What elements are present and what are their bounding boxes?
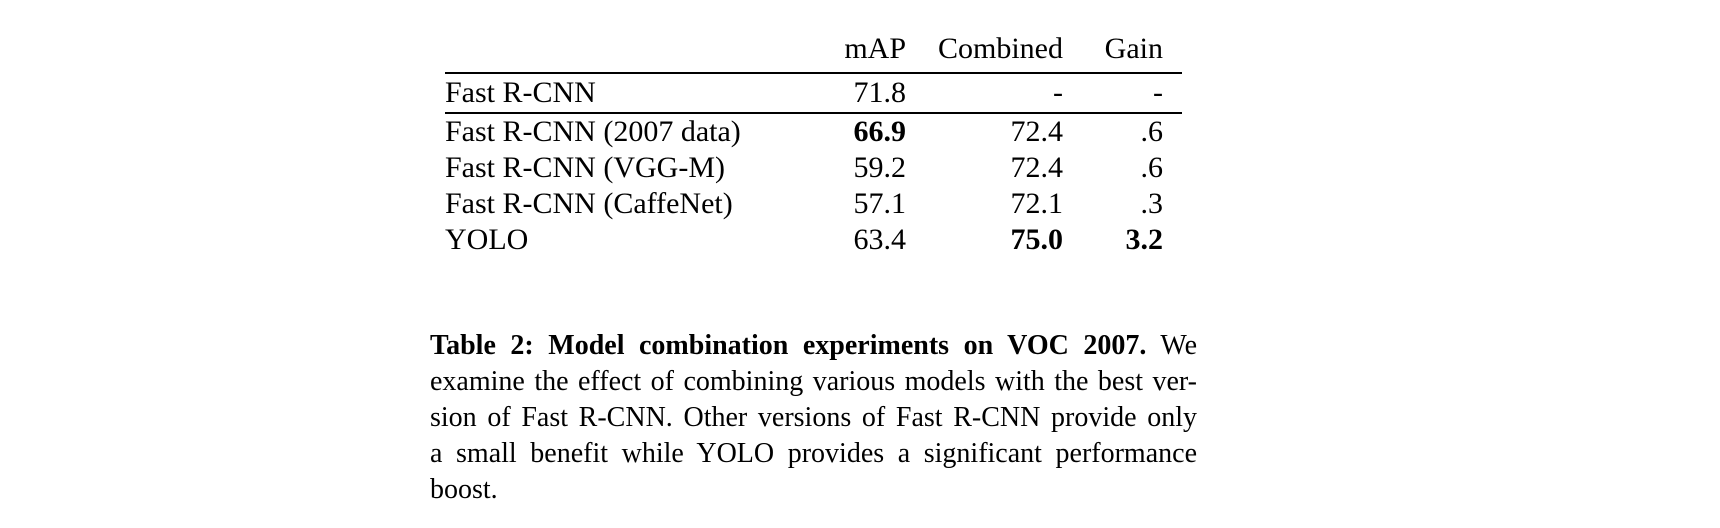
gain-value-cell: 3.2 (1125, 223, 1164, 256)
table-row-fast-rcnn-vgg-m: Fast R-CNN (VGG-M) 59.2 72.4 .6 (445, 150, 1182, 186)
map-value-cell: 63.4 (853, 223, 907, 256)
gain-value-cell: .6 (1140, 115, 1164, 148)
caption-line-5: boost. (430, 474, 498, 505)
combined-value-cell: 72.4 (1010, 151, 1064, 184)
column-header-empty (445, 24, 820, 74)
table-header-row: mAP Combined Gain (445, 24, 1182, 74)
map-value-cell: 57.1 (853, 187, 907, 220)
model-combination-table: mAP Combined Gain Fast R-CNN 71.8 - - Fa… (445, 24, 1182, 258)
table-row-fast-rcnn-2007-data: Fast R-CNN (2007 data) 66.9 72.4 .6 (445, 113, 1182, 150)
caption-title: Model combination experiments on VOC 200… (548, 330, 1147, 361)
table-row-fast-rcnn: Fast R-CNN 71.8 - - (445, 73, 1182, 114)
caption-line-2: examine the effect of combining various … (430, 366, 1197, 397)
map-value-cell: 59.2 (853, 151, 907, 184)
caption-label: Table 2: (430, 330, 534, 361)
combined-value-cell: - (906, 73, 1063, 114)
model-name-cell: YOLO (445, 223, 529, 256)
gain-value-cell: .3 (1140, 187, 1164, 220)
model-name-cell: Fast R-CNN (2007 data) (445, 115, 741, 148)
combined-value-cell: 72.4 (1010, 115, 1064, 148)
combined-value-cell: 72.1 (1010, 187, 1064, 220)
gain-value-cell: .6 (1140, 151, 1164, 184)
table-row-yolo: YOLO 63.4 75.0 3.2 (445, 222, 1182, 258)
column-header-combined: Combined (906, 24, 1063, 74)
model-name-cell: Fast R-CNN (CaffeNet) (445, 187, 733, 220)
column-header-gain: Gain (1063, 24, 1182, 74)
model-name-cell: Fast R-CNN (VGG-M) (445, 151, 725, 184)
map-value-cell: 71.8 (820, 73, 906, 114)
map-value-cell: 66.9 (853, 115, 907, 148)
caption-line-4: a small benefit while YOLO provides a si… (430, 438, 1197, 469)
caption-line-3: sion of Fast R-CNN. Other versions of Fa… (430, 402, 1197, 433)
table-caption: Table 2: Model combination experiments o… (430, 328, 1197, 508)
column-header-map: mAP (820, 24, 906, 74)
model-name-cell: Fast R-CNN (445, 73, 820, 114)
caption-text-start: We (1160, 330, 1198, 361)
combined-value-cell: 75.0 (1010, 223, 1064, 256)
caption-line-1: Table 2: Model combination experiments o… (430, 328, 1197, 364)
table-row-fast-rcnn-caffenet: Fast R-CNN (CaffeNet) 57.1 72.1 .3 (445, 186, 1182, 222)
gain-value-cell: - (1063, 73, 1182, 114)
